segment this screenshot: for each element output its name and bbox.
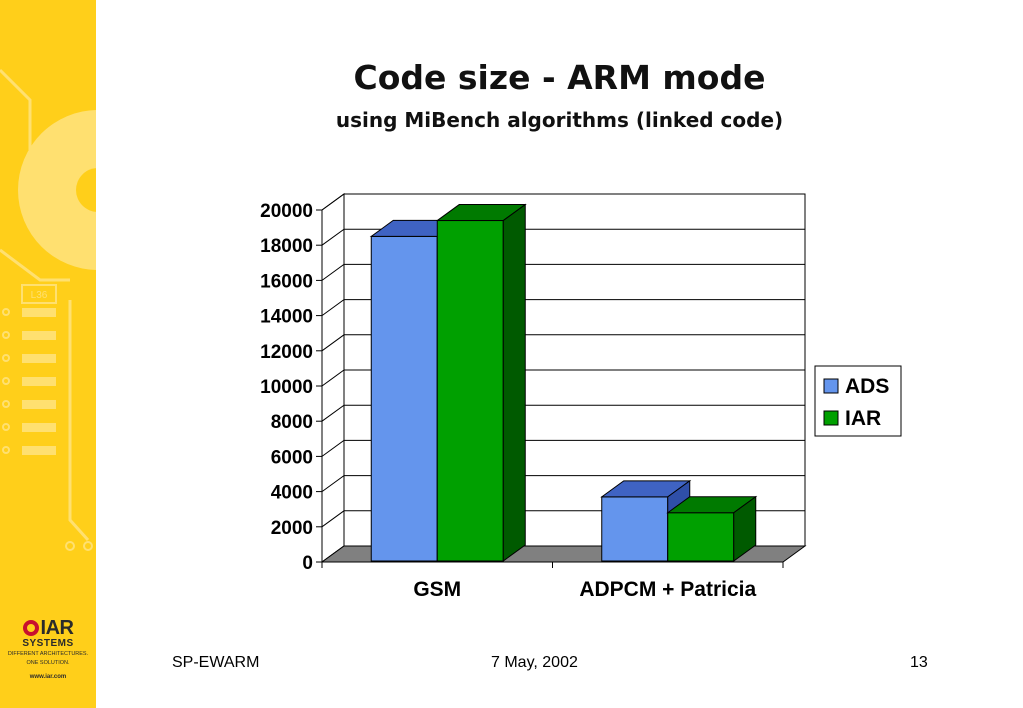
- y-tick-label: 12000: [260, 342, 313, 363]
- logo-circle-icon: [22, 620, 39, 636]
- logo-mark: IAR: [6, 618, 90, 638]
- y-tick-label: 16000: [260, 271, 313, 292]
- y-tick-label: 14000: [260, 307, 313, 328]
- logo-word: IAR: [40, 617, 74, 639]
- gridline: [321, 369, 805, 387]
- footer-date: 7 May, 2002: [491, 654, 578, 671]
- logo-tagline-1: DIFFERENT ARCHITECTURES.: [7, 651, 89, 657]
- slide-subtitle: using MiBench algorithms (linked code): [335, 108, 784, 132]
- decor-trace: [0, 68, 32, 150]
- circuit-board-art: L36: [0, 68, 96, 551]
- bar-ads-0: [370, 235, 438, 562]
- decor-trace: [0, 248, 70, 282]
- footer-page-number: 13: [910, 654, 928, 671]
- y-tick-label: 10000: [260, 377, 313, 398]
- y-tick-label: 2000: [271, 518, 313, 539]
- slide-title: Code size - ARM mode: [353, 58, 766, 97]
- chart-legend: [814, 365, 902, 437]
- y-tick-label: 8000: [271, 412, 313, 433]
- decor-circle-inner: [76, 168, 96, 212]
- legend-swatch-iar: [823, 410, 839, 426]
- gridline: [321, 475, 805, 493]
- y-tick-label: 20000: [260, 201, 313, 222]
- y-tick-label: 0: [302, 553, 313, 574]
- legend-label-iar: IAR: [845, 407, 881, 430]
- legend-swatch-ads: [823, 378, 839, 394]
- y-tick-label: 18000: [260, 236, 313, 257]
- logo-subtitle: SYSTEMS: [22, 638, 74, 649]
- logo-tagline-2: ONE SOLUTION.: [26, 659, 70, 666]
- decor-pins: [2, 308, 56, 455]
- decor-chip: [21, 284, 57, 304]
- board-label: L36: [31, 290, 48, 301]
- gridline: [321, 263, 805, 281]
- bar-ads-1: [601, 496, 669, 562]
- decor-via: [83, 541, 93, 551]
- bar-iar-0: [436, 220, 504, 562]
- bar-side-iar-1: [733, 495, 757, 562]
- decor-trace: [68, 300, 90, 542]
- bar-iar-1: [667, 512, 735, 562]
- company-logo: IAR SYSTEMS DIFFERENT ARCHITECTURES. ONE…: [6, 618, 90, 680]
- gridline: [321, 404, 805, 422]
- sidebar: L36 IAR SYSTEMS DIFFERENT ARCHITECTURES.: [0, 0, 96, 708]
- logo-url: www.iar.com: [29, 674, 67, 680]
- y-tick-label: 4000: [271, 483, 313, 504]
- decor-via: [65, 541, 75, 551]
- y-tick-label: 6000: [271, 447, 313, 468]
- bar-side-iar-0: [502, 203, 526, 562]
- legend-label-ads: ADS: [845, 375, 889, 398]
- gridline: [321, 334, 805, 352]
- x-tick-label: ADPCM + Patricia: [579, 578, 756, 601]
- gridline: [321, 193, 805, 211]
- x-tick-label: GSM: [413, 578, 461, 601]
- decor-circle: [18, 110, 96, 270]
- gridline: [321, 228, 805, 246]
- footer-product: SP-EWARM: [172, 654, 260, 671]
- gridline: [321, 439, 805, 457]
- gridline: [321, 299, 805, 317]
